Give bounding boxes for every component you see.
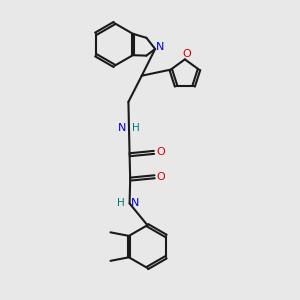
Text: N: N	[118, 123, 127, 133]
Text: N: N	[156, 43, 164, 52]
Text: O: O	[156, 147, 165, 158]
Text: H: H	[117, 198, 124, 208]
Text: O: O	[157, 172, 166, 182]
Text: O: O	[182, 49, 191, 59]
Text: N: N	[131, 198, 139, 208]
Text: H: H	[132, 123, 140, 133]
